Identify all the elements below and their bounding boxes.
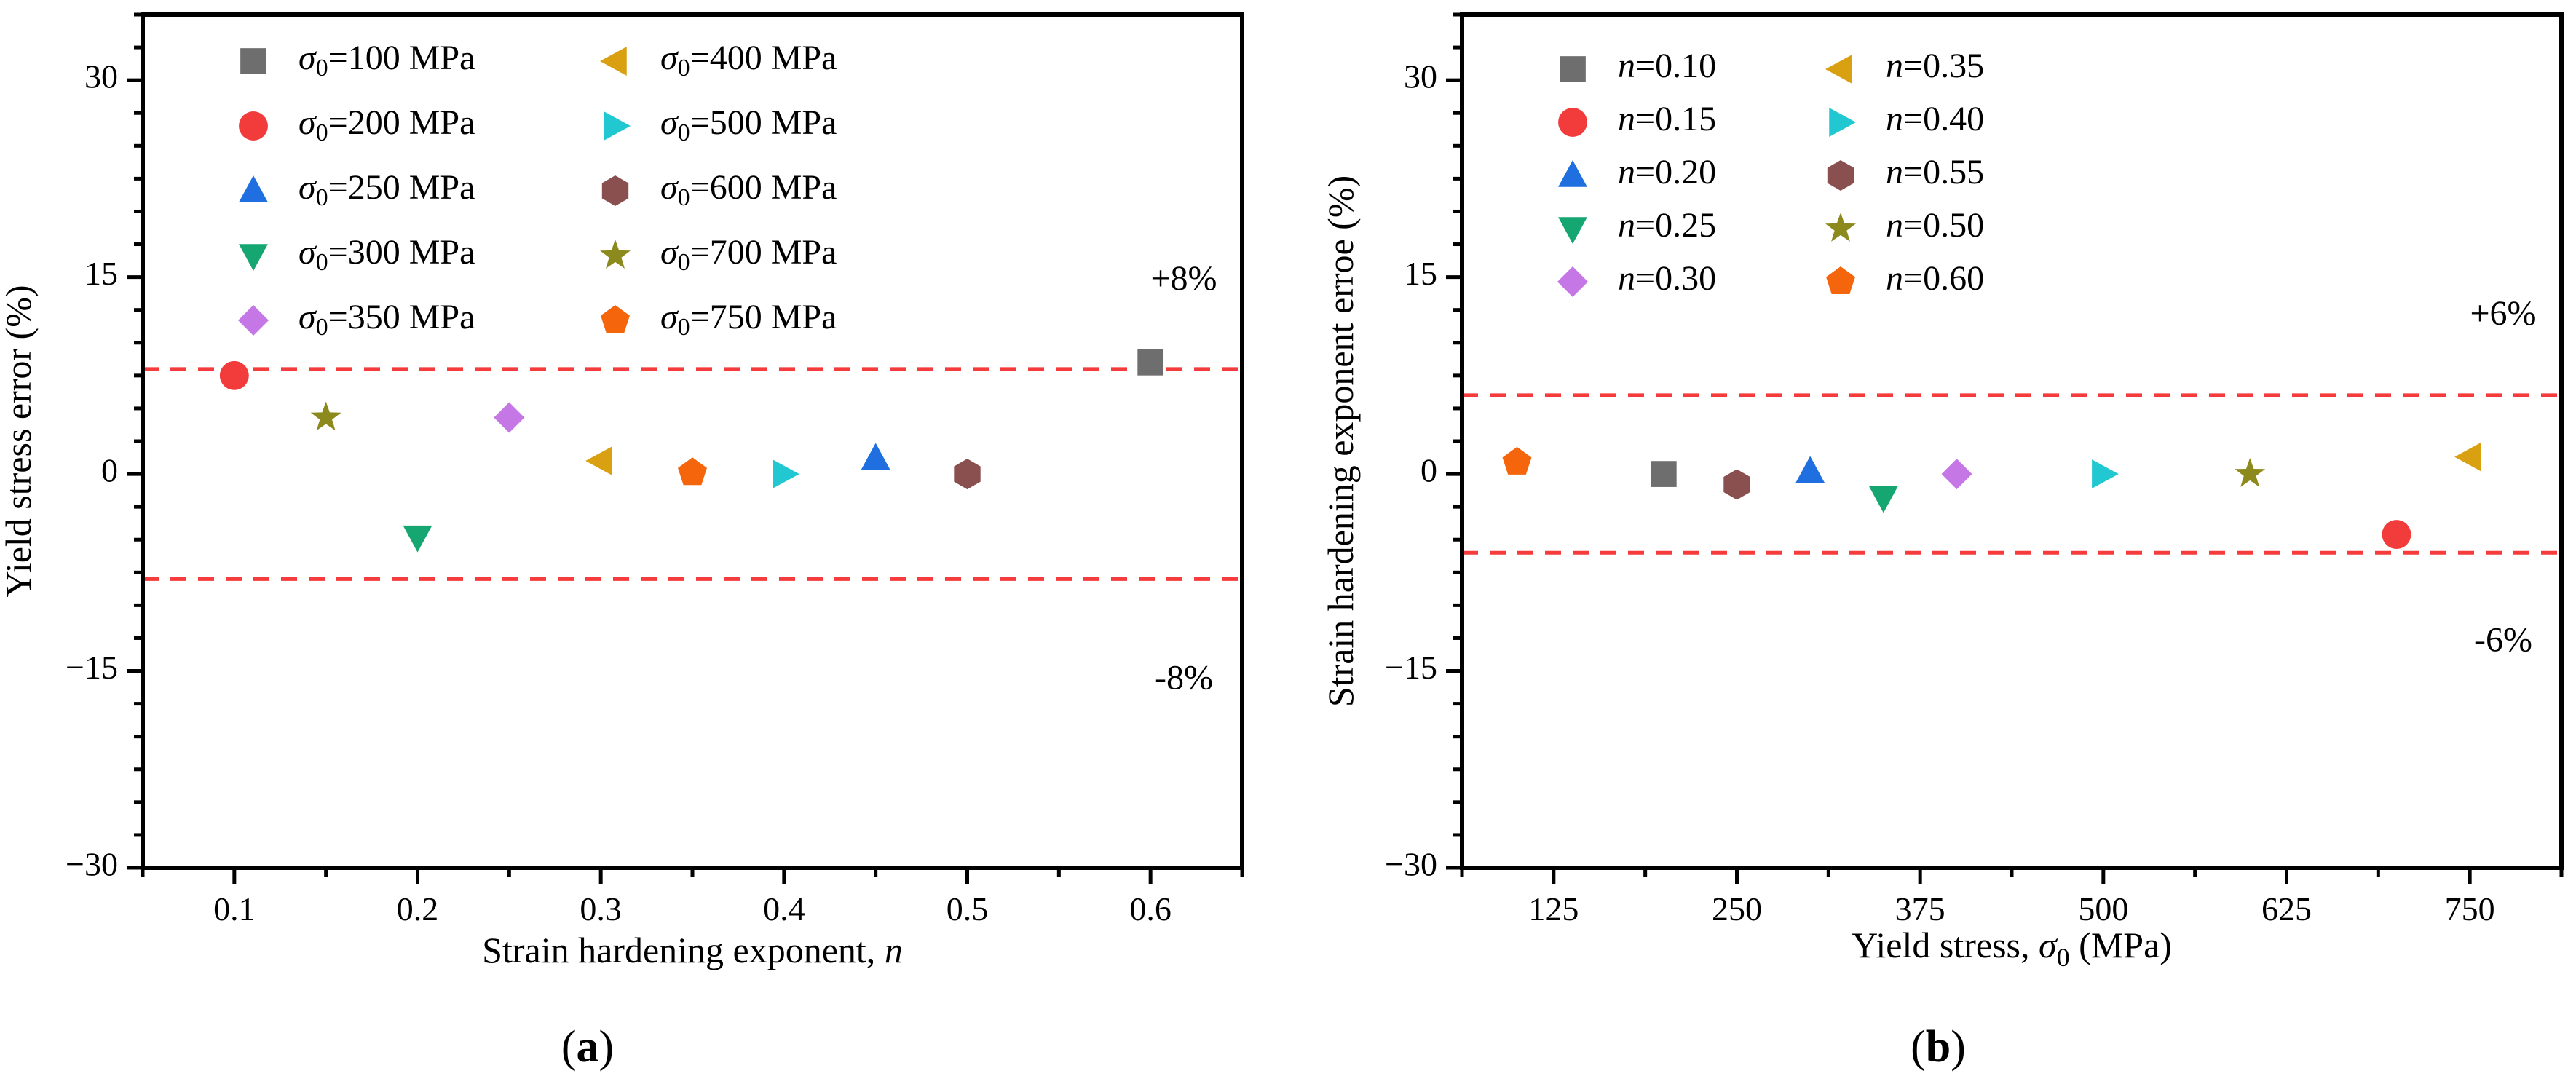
- panel-a-x-tick-label: 0.6: [1129, 890, 1172, 927]
- panel-a-legend-label: σ0=200 MPa: [299, 103, 475, 146]
- panel-a-legend-label: σ0=100 MPa: [299, 39, 475, 82]
- panel-b-legend-marker[interactable]: [1558, 160, 1587, 187]
- panel-a-x-tick-label: 0.1: [213, 890, 256, 927]
- panel-b-legend-marker[interactable]: [1825, 55, 1852, 84]
- panel-a-legend-label: σ0=400 MPa: [660, 39, 837, 82]
- panel-a-threshold-label: -8%: [1155, 658, 1213, 697]
- panel-b-data-point[interactable]: [2235, 458, 2266, 487]
- panel-a-legend-marker[interactable]: [238, 305, 269, 336]
- panel-b-y-tick-label: 30: [1404, 58, 1437, 95]
- panel-a-y-tick-label: 15: [84, 255, 118, 292]
- panel-b-x-tick-label: 250: [1712, 890, 1762, 927]
- panel-a-y-tick-label: 30: [84, 58, 118, 95]
- panel-a-plot-frame: [141, 12, 1244, 870]
- panel-b-data-point[interactable]: [2382, 520, 2411, 549]
- panel-a-legend-marker[interactable]: [600, 239, 631, 269]
- panel-a-legend-label: σ0=250 MPa: [299, 168, 475, 211]
- panel-b-legend-label: n=0.25: [1618, 206, 1716, 245]
- panel-b-legend: n=0.10 n=0.15 n=0.20 n=0.25 n=0.30 n=0.35 n=0.…: [1557, 47, 1984, 298]
- panel-b-legend-marker[interactable]: [1829, 108, 1856, 137]
- panel-a-legend-label: σ0=700 MPa: [660, 233, 837, 276]
- panel-a-data-point[interactable]: [954, 459, 981, 490]
- panel-b-data-point[interactable]: [2092, 459, 2119, 489]
- panel-b-panel-label: (b): [1911, 1022, 1966, 1072]
- panel-b-legend-label: n=0.50: [1886, 206, 1984, 245]
- panel-a-legend-marker[interactable]: [240, 48, 266, 74]
- panel-a-panel-label: (a): [561, 1022, 614, 1072]
- panel-b-x-axis-label: Yield stress, σ0 (MPa): [1852, 925, 2172, 972]
- panel-b-data-point[interactable]: [1502, 446, 1532, 475]
- panel-b-legend-marker[interactable]: [1825, 212, 1856, 242]
- panel-b-legend-label: n=0.30: [1618, 259, 1716, 298]
- panel-b-legend-marker[interactable]: [1826, 266, 1855, 294]
- panel-a-legend-marker[interactable]: [601, 175, 629, 206]
- panel-a-data-point[interactable]: [773, 459, 799, 489]
- panel-a-chart: +8% -8% 30 15 0 −15 −30 0.1 0.2 0.3 0.4 0.5 0.6 σ0=10…: [0, 12, 1244, 1072]
- panel-b-x-tick-label: 125: [1528, 890, 1579, 927]
- panel-a-y-tick-label: −15: [66, 649, 118, 686]
- panel-a-data-point[interactable]: [219, 360, 249, 390]
- panel-b-data-point[interactable]: [1941, 459, 1972, 490]
- panel-b-legend-marker[interactable]: [1827, 160, 1854, 191]
- panel-b-threshold-label: +6%: [2470, 294, 2536, 333]
- panel-b-legend-label: n=0.55: [1886, 153, 1984, 191]
- panel-b-legend-label: n=0.35: [1886, 47, 1984, 85]
- panel-b-data-point[interactable]: [1795, 456, 1825, 483]
- panel-b-y-tick-label: −15: [1385, 649, 1437, 686]
- panel-a-legend-label: σ0=500 MPa: [660, 103, 837, 146]
- panel-a-legend-marker[interactable]: [604, 111, 631, 141]
- panel-a-data-point[interactable]: [494, 402, 525, 433]
- panel-b-threshold-label: -6%: [2474, 620, 2532, 659]
- panel-b-x-tick-label: 500: [2078, 890, 2128, 927]
- panel-b-data-point[interactable]: [1650, 461, 1677, 487]
- panel-b-chart: +6% -6% 30 15 0 −15 −30 125 250 375 500 625 750 n=0.1…: [1320, 12, 2564, 1072]
- panel-a-legend-marker[interactable]: [239, 111, 268, 141]
- panel-a-data-point[interactable]: [678, 457, 707, 486]
- panel-a-x-tick-label: 0.5: [947, 890, 989, 927]
- panel-a-data-point[interactable]: [310, 401, 341, 431]
- panel-b-x-tick-label: 625: [2261, 890, 2312, 927]
- panel-b-legend-marker[interactable]: [1560, 56, 1586, 82]
- panel-b-legend-marker[interactable]: [1557, 266, 1588, 297]
- panel-b-x-tick-label: 750: [2445, 890, 2495, 927]
- panel-a-legend-marker[interactable]: [239, 175, 268, 202]
- panel-a-y-axis-label: Yield stress error (%): [0, 285, 39, 597]
- panel-a-legend-label: σ0=300 MPa: [299, 233, 475, 276]
- panel-b-legend-label: n=0.15: [1618, 100, 1716, 138]
- panel-b-legend-label: n=0.10: [1618, 47, 1716, 85]
- panel-a-legend-label: σ0=750 MPa: [660, 298, 837, 341]
- panel-b-data-point[interactable]: [1723, 469, 1750, 500]
- panel-a-legend-marker[interactable]: [239, 244, 268, 271]
- panel-a-legend-label: σ0=600 MPa: [660, 168, 837, 211]
- panel-a-data-point[interactable]: [585, 446, 612, 475]
- panel-a-data-point[interactable]: [861, 443, 890, 470]
- panel-a-y-tick-label: 0: [101, 452, 118, 489]
- panel-b-data-point[interactable]: [2454, 442, 2481, 472]
- panel-a-legend-label: σ0=350 MPa: [299, 298, 475, 341]
- panel-a-legend: σ0=100 MPa σ0=200 MPa σ0=250 MPa σ0=300 MPa…: [238, 39, 837, 341]
- panel-b-y-tick-label: 15: [1404, 255, 1437, 292]
- panel-a-x-tick-label: 0.4: [763, 890, 805, 927]
- panel-a-x-tick-label: 0.2: [397, 890, 439, 927]
- panel-a-x-axis-label: Strain hardening exponent, n: [482, 930, 903, 970]
- panel-a-data-point[interactable]: [403, 525, 432, 553]
- panel-a-threshold-label: +8%: [1150, 259, 1217, 298]
- panel-a-legend-marker[interactable]: [601, 305, 630, 333]
- panel-b-legend-marker[interactable]: [1558, 108, 1587, 137]
- panel-b-legend-label: n=0.20: [1618, 153, 1716, 191]
- panel-b-data-point[interactable]: [1868, 486, 1898, 513]
- panel-b-y-tick-label: 0: [1421, 452, 1437, 489]
- panel-a-y-tick-label: −30: [66, 846, 118, 883]
- panel-b-legend-label: n=0.40: [1886, 100, 1984, 138]
- panel-b-legend-marker[interactable]: [1558, 217, 1587, 244]
- panel-a-data-point[interactable]: [1137, 349, 1164, 376]
- panel-b-legend-label: n=0.60: [1886, 259, 1984, 298]
- panel-b-y-axis-label: Strain hardening exponent erroe (%): [1320, 175, 1361, 707]
- panel-a-x-tick-label: 0.3: [580, 890, 622, 927]
- panel-a-legend-marker[interactable]: [600, 47, 627, 76]
- panel-b-y-tick-label: −30: [1385, 846, 1437, 883]
- panel-b-plot-frame: [1460, 12, 2564, 870]
- panel-b-x-tick-label: 375: [1895, 890, 1945, 927]
